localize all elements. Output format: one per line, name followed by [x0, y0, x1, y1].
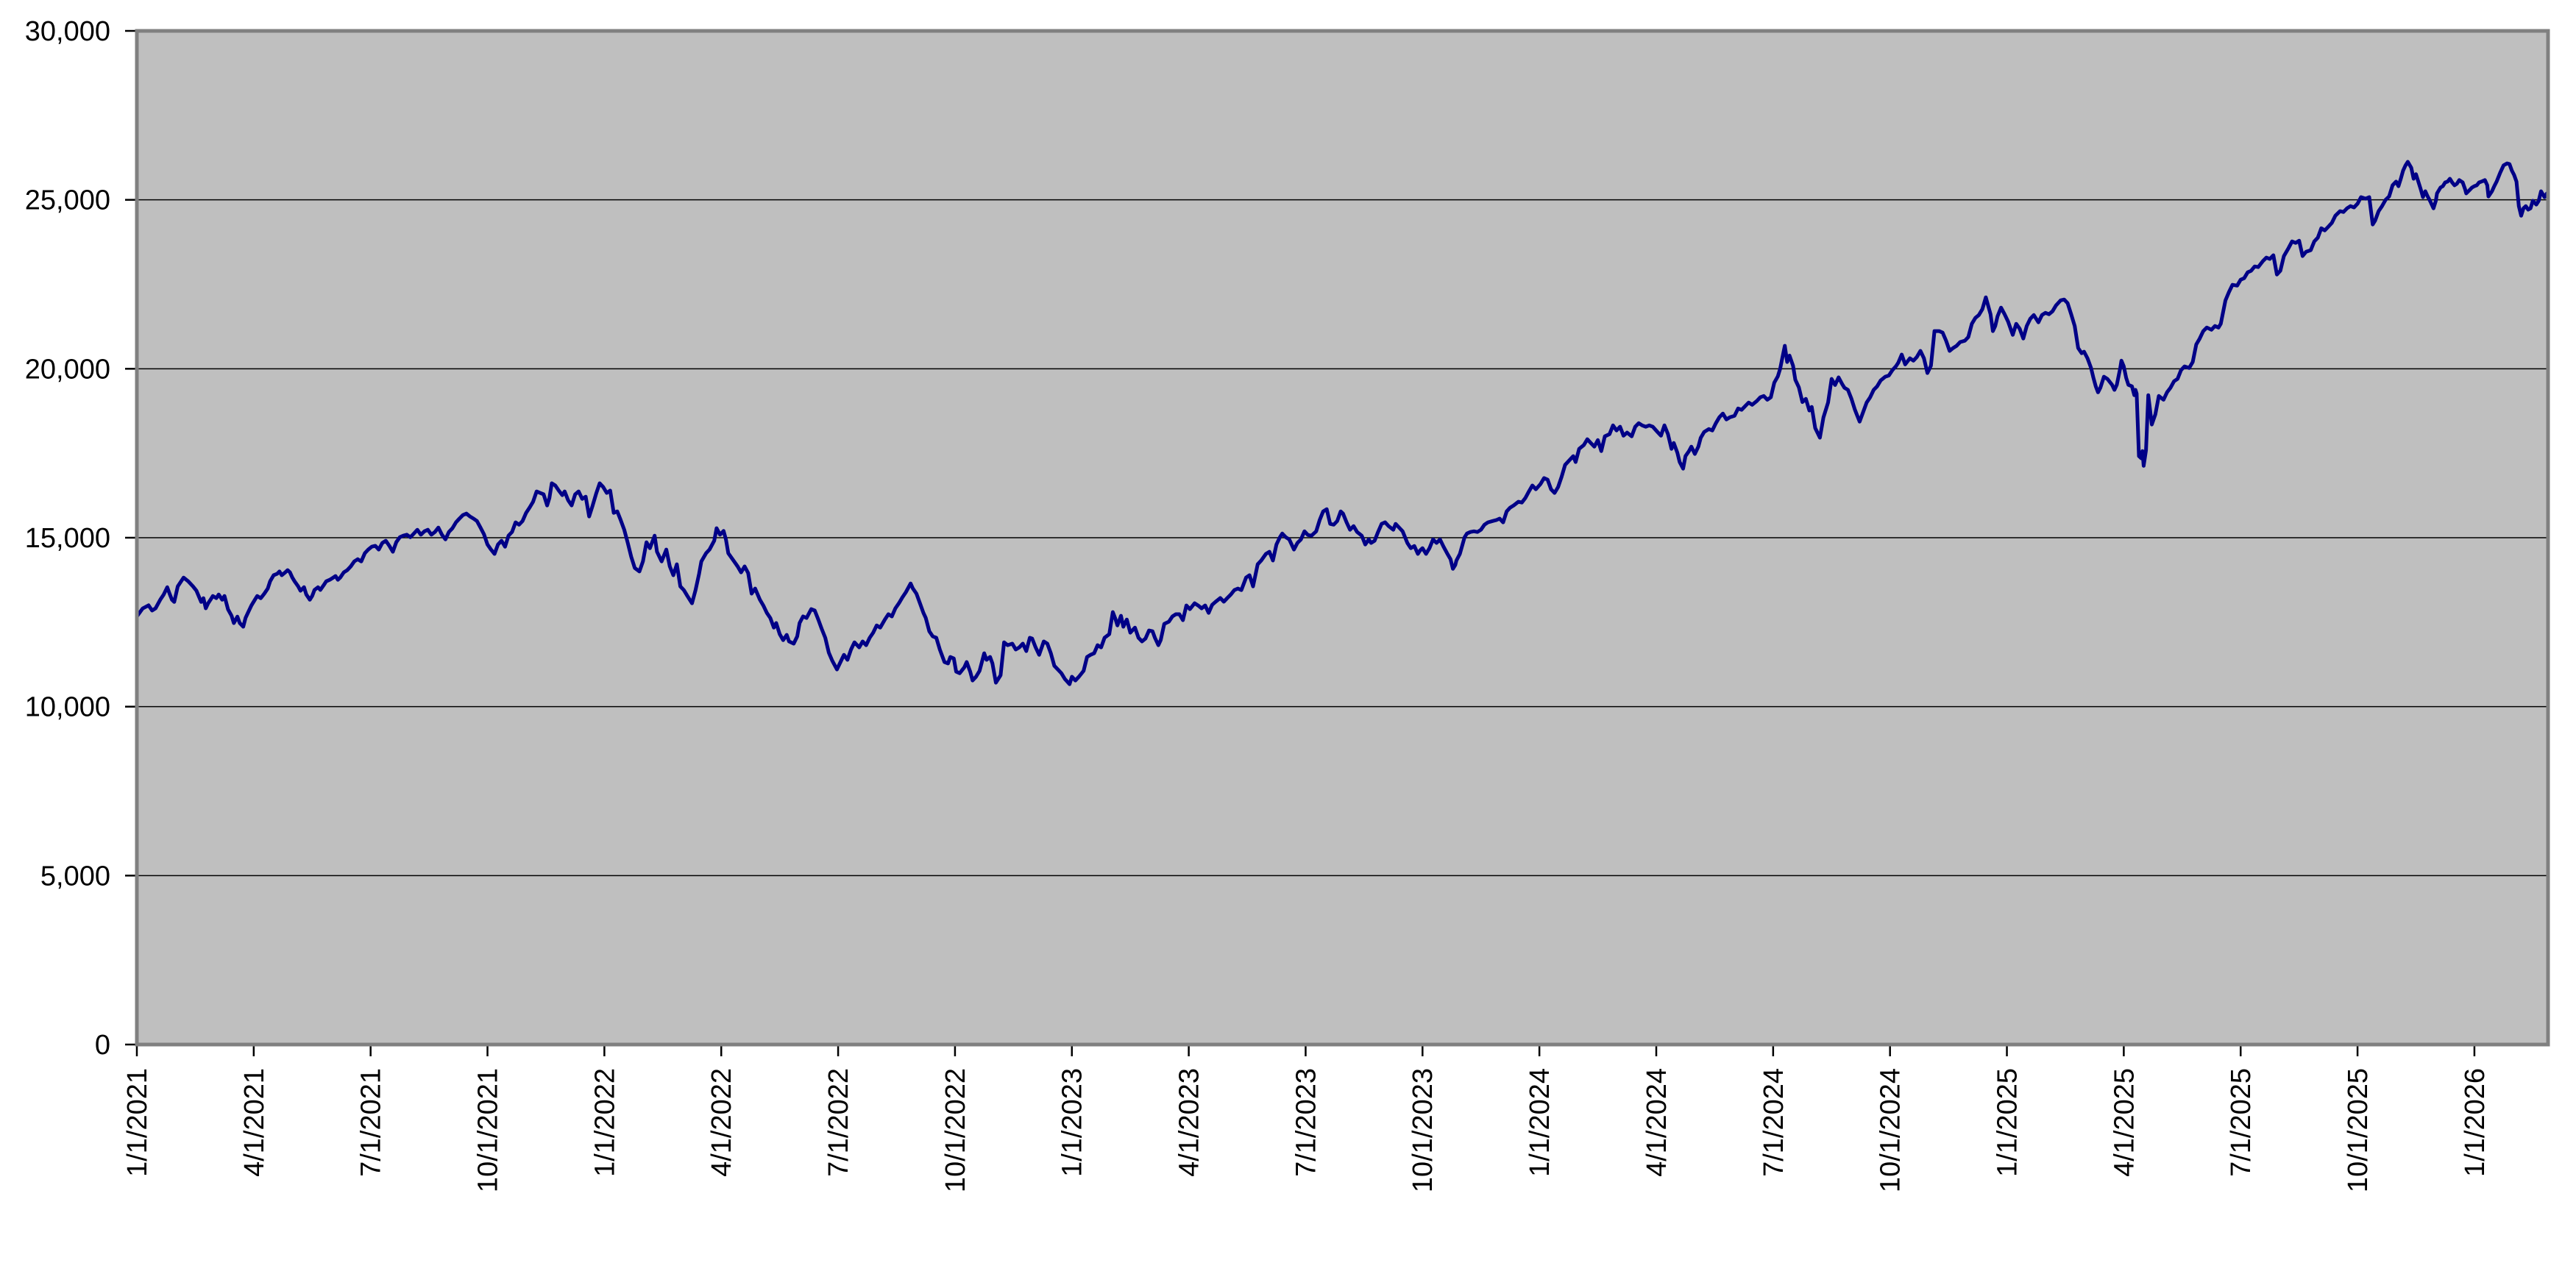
y-axis-label: 25,000	[25, 185, 110, 216]
x-axis-ticks	[135, 1045, 2476, 1056]
x-axis-label: 1/1/2025	[1992, 1068, 2023, 1177]
x-axis-label: 1/1/2024	[1525, 1068, 1555, 1177]
y-axis-label: 0	[95, 1030, 110, 1061]
x-axis-label: 1/1/2026	[2460, 1068, 2491, 1177]
x-axis-label: 7/1/2022	[823, 1068, 854, 1177]
x-axis-label: 1/1/2022	[589, 1068, 620, 1177]
plot-border	[135, 29, 2550, 1047]
x-axis-label: 7/1/2021	[356, 1068, 387, 1177]
y-axis-ticks	[125, 29, 137, 1046]
x-axis-label: 7/1/2024	[1759, 1068, 1789, 1177]
x-axis-label: 7/1/2025	[2226, 1068, 2257, 1177]
y-axis-label: 10,000	[25, 692, 110, 723]
gridlines	[137, 199, 2548, 877]
x-axis-label: 10/1/2022	[940, 1068, 971, 1192]
x-axis-label: 10/1/2023	[1408, 1068, 1438, 1192]
y-axis-label: 20,000	[25, 354, 110, 385]
x-axis-label: 10/1/2024	[1876, 1068, 1906, 1192]
y-axis-label: 5,000	[40, 861, 110, 892]
x-axis-label: 4/1/2023	[1174, 1068, 1205, 1177]
y-axis-label: 30,000	[25, 16, 110, 47]
x-axis-label: 4/1/2025	[2109, 1068, 2140, 1177]
x-axis-label: 4/1/2024	[1642, 1068, 1672, 1177]
y-axis-labels: 0 5,000 10,000 15,000 20,000 25,000 30,000	[25, 16, 110, 1061]
x-axis-labels: 1/1/2021 4/1/2021 7/1/2021 10/1/2021 1/1/202…	[122, 1068, 2491, 1192]
data-series-line	[135, 160, 2549, 686]
x-axis-label: 4/1/2021	[239, 1068, 270, 1177]
x-axis-label: 4/1/2022	[706, 1068, 737, 1177]
x-axis-label: 10/1/2025	[2343, 1068, 2374, 1192]
x-axis-label: 1/1/2023	[1057, 1068, 1088, 1177]
y-axis-label: 15,000	[25, 523, 110, 554]
x-axis-label: 7/1/2023	[1291, 1068, 1321, 1177]
x-axis-label: 10/1/2021	[472, 1068, 503, 1192]
x-axis-label: 1/1/2021	[122, 1068, 153, 1177]
